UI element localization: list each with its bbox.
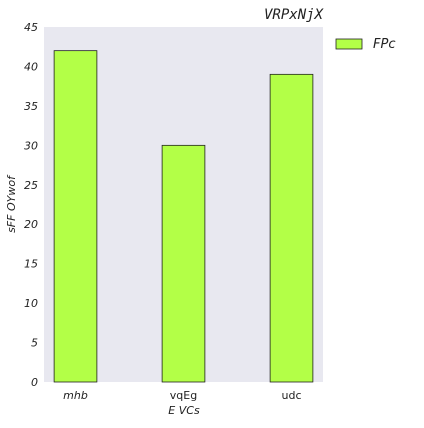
y-tick-label: 40: [24, 60, 38, 73]
x-axis-ticks: mhb vqEg udc: [63, 389, 301, 402]
y-tick-label: 20: [24, 218, 38, 231]
bar: [270, 74, 313, 382]
y-tick-label: 5: [31, 337, 38, 350]
x-axis-label: E VCs: [168, 404, 200, 417]
y-tick-label: 45: [24, 21, 38, 34]
bar: [162, 145, 205, 382]
y-axis-label: sFF OYwof: [5, 174, 18, 233]
x-tick-label: vqEg: [170, 389, 197, 402]
legend: FPc: [336, 37, 395, 52]
y-tick-label: 10: [24, 297, 38, 310]
y-tick-label: 15: [24, 258, 38, 271]
y-axis-ticks: 0 5 10 15 20 25 30 35 40 45: [24, 21, 38, 389]
y-tick-label: 25: [24, 179, 38, 192]
x-tick-label: udc: [281, 389, 301, 402]
legend-swatch: [336, 39, 362, 49]
bar: [54, 51, 97, 382]
y-tick-label: 0: [31, 376, 38, 389]
y-tick-label: 30: [24, 139, 38, 152]
chart-title: VRPxNjX: [264, 7, 325, 23]
legend-label: FPc: [373, 37, 395, 52]
x-tick-label: mhb: [63, 389, 88, 402]
y-tick-label: 35: [24, 100, 38, 113]
